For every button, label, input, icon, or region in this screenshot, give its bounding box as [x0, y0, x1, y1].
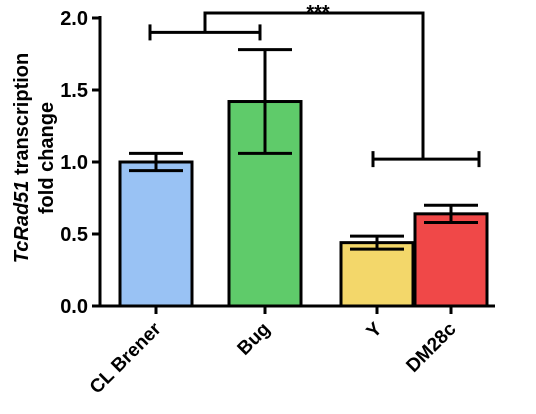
bar-dm28c: [413, 212, 489, 308]
y-tick-label: 2.0: [60, 8, 88, 30]
significance-connector: [203, 11, 425, 160]
y-axis-label-italic: TcRad51: [11, 181, 33, 264]
y-axis-label-rest: transcription: [11, 53, 33, 181]
bar-y: [339, 241, 415, 308]
y-axis-label-line2: fold change: [36, 102, 58, 214]
y-tick-label: 1.0: [60, 152, 88, 174]
svg-text:TcRad51 transcription: TcRad51 transcription: [11, 53, 33, 263]
y-axis-label: TcRad51 transcription fold change: [11, 53, 58, 263]
y-tick-label: 0.5: [60, 224, 88, 246]
bar-cl-brener: [118, 160, 194, 308]
x-tick-label: Bug: [234, 319, 275, 360]
y-tick-label: 0.0: [60, 296, 88, 318]
x-tick-label: DM28c: [402, 318, 460, 376]
x-tick-label: Y: [363, 318, 387, 342]
x-tick-label: CL Brener: [86, 318, 166, 398]
significance-label: ***: [306, 2, 330, 24]
y-tick-label: 1.5: [60, 80, 88, 102]
